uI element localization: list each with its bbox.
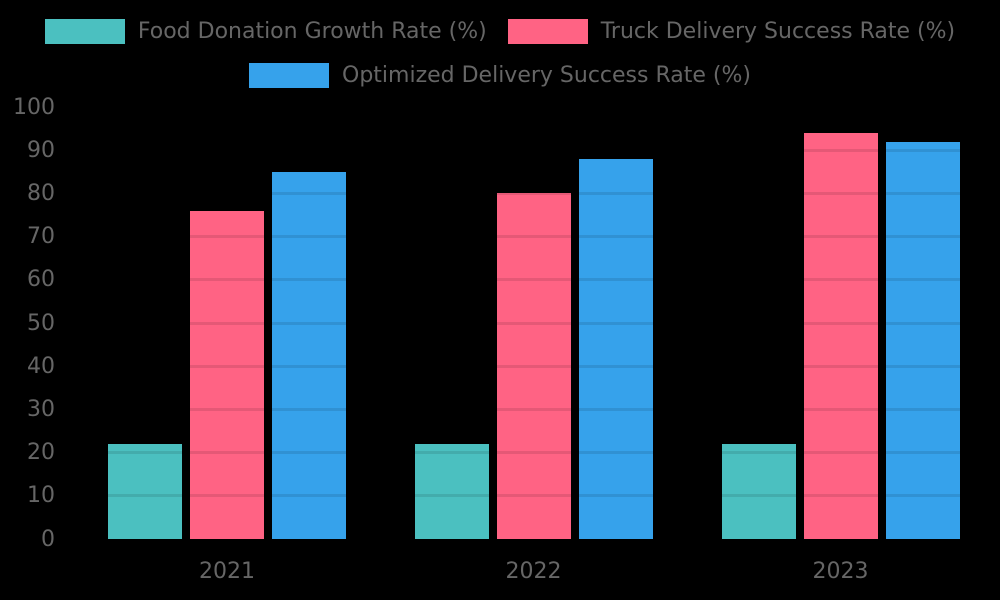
legend-item-series1[interactable]: Food Donation Growth Rate (%) <box>44 19 487 44</box>
bar-series1-2022 <box>414 443 489 539</box>
y-axis-tick-60: 60 <box>27 267 55 293</box>
y-axis-tick-90: 90 <box>27 137 55 163</box>
legend-row-1: Food Donation Growth Rate (%) Truck Deliv… <box>0 19 1000 44</box>
bar-series1-2021 <box>108 443 182 539</box>
y-axis-tick-10: 10 <box>27 483 55 509</box>
x-axis-tick-2023: 2023 <box>812 559 869 584</box>
y-axis-tick-80: 80 <box>27 180 55 206</box>
y-axis-tick-50: 50 <box>27 310 55 336</box>
legend-swatch-icon <box>507 19 588 44</box>
bar-series2-2022 <box>496 193 571 539</box>
bar-series2-2021 <box>190 210 264 539</box>
x-axis-tick-2022: 2022 <box>505 559 562 584</box>
legend-label: Truck Delivery Success Rate (%) <box>600 19 956 44</box>
bar-series1-2023 <box>721 443 796 539</box>
y-axis-tick-100: 100 <box>13 94 55 120</box>
legend-swatch-icon <box>249 63 329 88</box>
y-axis-tick-40: 40 <box>27 353 55 379</box>
y-axis-tick-0: 0 <box>41 526 55 552</box>
bar-series3-2023 <box>885 141 960 539</box>
legend-row-2: Optimized Delivery Success Rate (%) <box>0 63 1000 88</box>
x-axis-tick-2021: 2021 <box>199 559 255 584</box>
legend-item-series3[interactable]: Optimized Delivery Success Rate (%) <box>249 63 751 88</box>
chart-legend: Food Donation Growth Rate (%) Truck Deliv… <box>0 19 1000 107</box>
y-axis-tick-20: 20 <box>27 440 55 466</box>
legend-swatch-icon <box>44 19 125 44</box>
gridline-100 <box>74 105 993 109</box>
bar-series3-2022 <box>578 158 653 539</box>
bar-series3-2021 <box>272 171 346 539</box>
bar-series2-2023 <box>803 132 878 539</box>
legend-label: Food Donation Growth Rate (%) <box>137 19 487 44</box>
y-axis-tick-30: 30 <box>27 396 55 422</box>
legend-item-series2[interactable]: Truck Delivery Success Rate (%) <box>507 19 956 44</box>
y-axis-tick-70: 70 <box>27 224 55 250</box>
legend-label: Optimized Delivery Success Rate (%) <box>342 63 751 88</box>
